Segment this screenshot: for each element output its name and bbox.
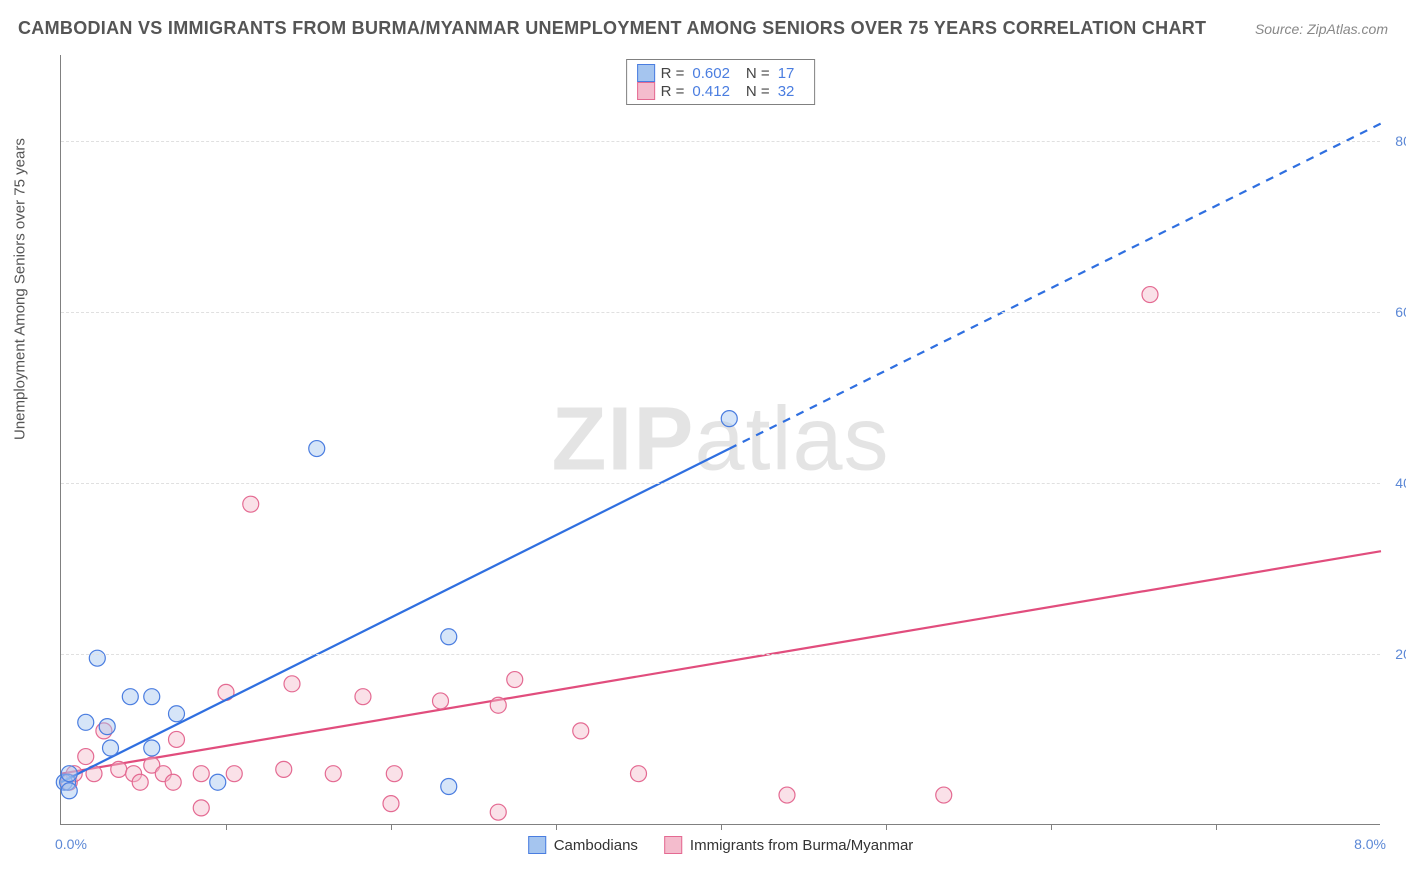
scatter-point <box>507 672 523 688</box>
gridline <box>61 483 1380 484</box>
trend-line-dashed <box>729 123 1381 448</box>
gridline <box>61 654 1380 655</box>
legend-label: Immigrants from Burma/Myanmar <box>690 837 913 854</box>
scatter-point <box>441 629 457 645</box>
chart-title: CAMBODIAN VS IMMIGRANTS FROM BURMA/MYANM… <box>18 18 1206 39</box>
legend-swatch <box>528 836 546 854</box>
legend-n-value: 17 <box>776 65 805 82</box>
y-tick-label: 40.0% <box>1385 475 1406 491</box>
scatter-point <box>779 787 795 803</box>
scatter-point <box>193 800 209 816</box>
scatter-point <box>61 766 77 782</box>
legend-n-label: N = <box>746 65 770 82</box>
legend-r-value: 0.602 <box>690 65 740 82</box>
scatter-point <box>61 783 77 799</box>
gridline <box>61 312 1380 313</box>
legend-series: Cambodians Immigrants from Burma/Myanmar <box>528 836 914 854</box>
scatter-point <box>936 787 952 803</box>
legend-swatch <box>637 82 655 100</box>
y-axis-label: Unemployment Among Seniors over 75 years <box>12 138 29 440</box>
x-axis-min-label: 0.0% <box>55 836 87 852</box>
y-tick-label: 80.0% <box>1385 133 1406 149</box>
gridline <box>61 141 1380 142</box>
scatter-point <box>386 766 402 782</box>
scatter-point <box>284 676 300 692</box>
legend-r-value: 0.412 <box>690 83 740 100</box>
legend-r-label: R = <box>661 65 685 82</box>
legend-stats: R = 0.602 N = 17 R = 0.412 N = 32 <box>626 59 816 105</box>
scatter-point <box>210 774 226 790</box>
scatter-point <box>144 740 160 756</box>
scatter-point <box>132 774 148 790</box>
scatter-point <box>78 749 94 765</box>
scatter-point <box>276 761 292 777</box>
x-tick <box>1216 824 1217 830</box>
scatter-point <box>433 693 449 709</box>
scatter-point <box>355 689 371 705</box>
scatter-point <box>111 761 127 777</box>
scatter-point <box>309 441 325 457</box>
scatter-point <box>721 411 737 427</box>
scatter-svg <box>61 55 1380 824</box>
source-label: Source: ZipAtlas.com <box>1255 21 1388 37</box>
x-tick <box>391 824 392 830</box>
x-tick <box>1051 824 1052 830</box>
scatter-point <box>99 719 115 735</box>
scatter-point <box>226 766 242 782</box>
legend-r-label: R = <box>661 83 685 100</box>
scatter-point <box>169 731 185 747</box>
legend-swatch <box>664 836 682 854</box>
y-tick-label: 20.0% <box>1385 646 1406 662</box>
scatter-point <box>165 774 181 790</box>
legend-stat-row: R = 0.412 N = 32 <box>637 82 805 100</box>
y-tick-label: 60.0% <box>1385 304 1406 320</box>
legend-label: Cambodians <box>554 837 638 854</box>
scatter-point <box>193 766 209 782</box>
scatter-point <box>89 650 105 666</box>
trend-line <box>61 449 729 783</box>
trend-line <box>61 551 1381 773</box>
x-tick <box>556 824 557 830</box>
legend-swatch <box>637 64 655 82</box>
legend-item: Cambodians <box>528 836 638 854</box>
scatter-point <box>573 723 589 739</box>
scatter-point <box>325 766 341 782</box>
scatter-point <box>383 796 399 812</box>
scatter-point <box>144 689 160 705</box>
scatter-point <box>78 714 94 730</box>
scatter-point <box>490 804 506 820</box>
legend-n-value: 32 <box>776 83 805 100</box>
x-axis-max-label: 8.0% <box>1354 836 1386 852</box>
scatter-point <box>490 697 506 713</box>
scatter-point <box>441 779 457 795</box>
legend-item: Immigrants from Burma/Myanmar <box>664 836 913 854</box>
scatter-point <box>243 496 259 512</box>
x-tick <box>721 824 722 830</box>
scatter-point <box>103 740 119 756</box>
scatter-point <box>122 689 138 705</box>
x-tick <box>226 824 227 830</box>
scatter-point <box>1142 287 1158 303</box>
scatter-point <box>631 766 647 782</box>
x-tick <box>886 824 887 830</box>
legend-n-label: N = <box>746 83 770 100</box>
scatter-point <box>169 706 185 722</box>
plot-area: ZIPatlas R =0.602N =17R =0.412N =32 0.0%… <box>60 55 1380 825</box>
legend-stat-row: R = 0.602 N = 17 <box>637 64 805 82</box>
